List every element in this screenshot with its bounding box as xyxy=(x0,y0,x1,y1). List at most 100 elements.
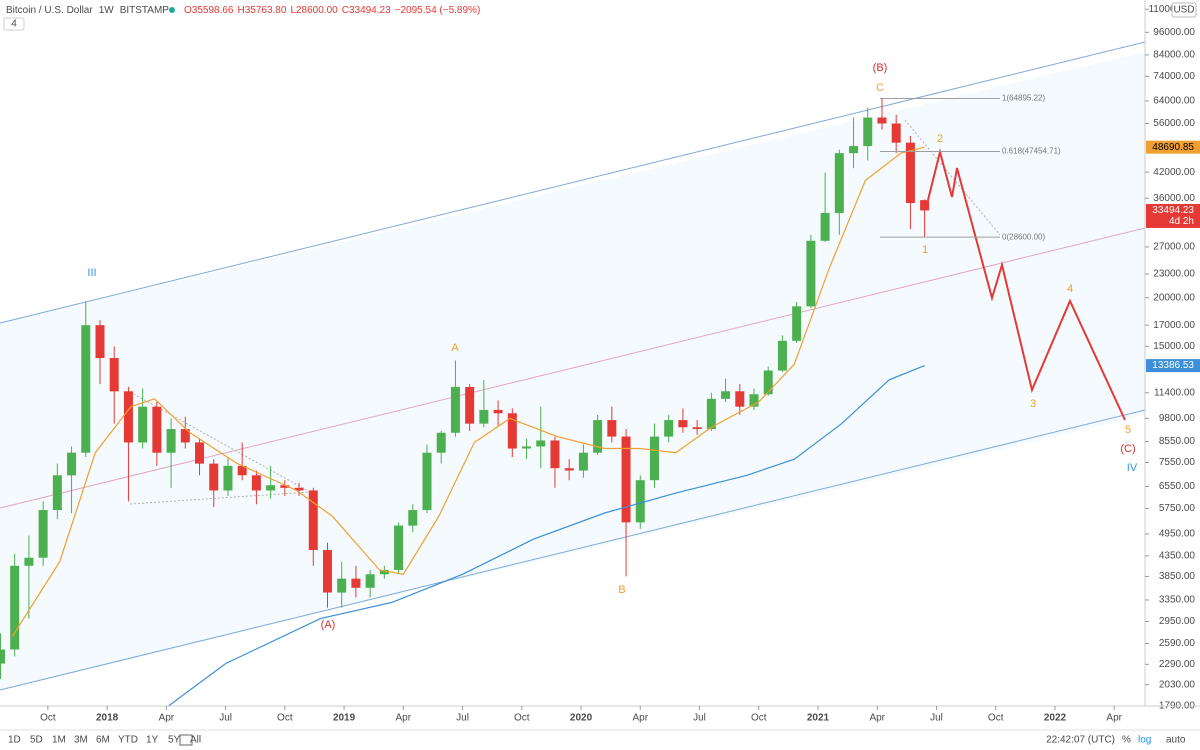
wave-label: IV xyxy=(1127,462,1138,474)
y-tick-label: 23000.00 xyxy=(1153,269,1195,280)
candle-body xyxy=(365,574,375,588)
x-tick-label: Oct xyxy=(277,713,293,724)
exchange: BITSTAMP xyxy=(120,5,170,16)
x-tick-label: Jul xyxy=(693,713,706,724)
y-tick-label: 9800.00 xyxy=(1159,413,1196,424)
x-tick-label: 2022 xyxy=(1044,713,1067,724)
candle-body xyxy=(379,569,389,575)
x-tick-label: Oct xyxy=(988,713,1004,724)
candle-body xyxy=(81,325,91,453)
interval: 1W xyxy=(99,5,115,16)
range-button[interactable]: 1D xyxy=(8,735,21,746)
indicator-toggle[interactable] xyxy=(3,17,25,31)
candle-body xyxy=(95,325,105,359)
scale-button[interactable]: log xyxy=(1138,735,1151,746)
status-dot xyxy=(169,7,175,13)
y-tick-label: 74000.00 xyxy=(1153,71,1195,82)
y-tick-label: 3350.00 xyxy=(1159,595,1196,606)
wave-label: (C) xyxy=(1120,443,1135,455)
range-button[interactable]: 1M xyxy=(52,735,66,746)
candle-body xyxy=(251,475,261,491)
y-tick-label: 7550.00 xyxy=(1159,457,1196,468)
candle-body xyxy=(266,485,276,491)
candle-body xyxy=(465,386,475,424)
wave-label: 1 xyxy=(922,244,928,256)
candle-body xyxy=(180,429,190,443)
candle-body xyxy=(763,370,773,395)
scale-button[interactable]: auto xyxy=(1166,735,1186,746)
x-tick-label: 2020 xyxy=(570,713,593,724)
drawings xyxy=(0,41,1145,691)
candle-body xyxy=(863,117,873,147)
wave-label: C xyxy=(876,82,884,94)
x-tick-label: Oct xyxy=(40,713,56,724)
currency[interactable]: USD xyxy=(1173,5,1194,16)
date-range-icon[interactable] xyxy=(179,734,193,746)
scale-button[interactable]: % xyxy=(1122,735,1131,746)
range-button[interactable]: 3M xyxy=(74,735,88,746)
indicator-count[interactable]: 4 xyxy=(11,19,17,30)
channel-upper xyxy=(0,41,1145,324)
x-tick-label: Oct xyxy=(751,713,767,724)
y-tick-label: 27000.00 xyxy=(1153,242,1195,253)
y-tick-label: 96000.00 xyxy=(1153,27,1195,38)
wave-label: 2 xyxy=(937,133,943,145)
candle-body xyxy=(493,409,503,414)
wave-label: III xyxy=(87,267,96,279)
candle-body xyxy=(905,142,915,204)
candle-body xyxy=(522,446,532,449)
candle-body xyxy=(351,578,361,588)
candle-body xyxy=(294,487,304,491)
y-tick-label: 8550.00 xyxy=(1159,436,1196,447)
candle-body xyxy=(223,465,233,491)
candle-body xyxy=(24,557,34,566)
range-button[interactable]: 6M xyxy=(96,735,110,746)
candle-body xyxy=(123,391,133,443)
range-button[interactable]: All xyxy=(190,735,201,746)
range-button[interactable]: 1Y xyxy=(146,735,159,746)
y-tick-label: 6550.00 xyxy=(1159,481,1196,492)
x-tick-label: 2018 xyxy=(96,713,119,724)
y-tick-label: 5750.00 xyxy=(1159,503,1196,514)
y-tick-label: 56000.00 xyxy=(1153,118,1195,129)
price-badge xyxy=(1146,140,1200,154)
candle-body xyxy=(678,420,688,428)
range-button[interactable]: 5D xyxy=(30,735,43,746)
candles xyxy=(0,98,930,679)
candle-body xyxy=(891,123,901,143)
y-tick-label: 42000.00 xyxy=(1153,167,1195,178)
y-tick-label: 3850.00 xyxy=(1159,571,1196,582)
y-tick-label: 36000.00 xyxy=(1153,193,1195,204)
candle-body xyxy=(450,386,460,433)
price-badge-label: 48690.85 xyxy=(1152,142,1194,153)
candle-body xyxy=(550,440,560,469)
currency-button[interactable] xyxy=(1171,2,1197,18)
candle-body xyxy=(209,463,219,491)
fib-label: 1(64895.22) xyxy=(1002,94,1045,103)
range-button[interactable]: YTD xyxy=(118,735,138,746)
candle-body xyxy=(138,406,148,443)
wave-projection xyxy=(927,148,1126,421)
y-tick-label: 20000.00 xyxy=(1153,292,1195,303)
candle-body xyxy=(0,649,5,664)
candle-body xyxy=(507,413,517,449)
y-tick-label: 2290.00 xyxy=(1159,659,1196,670)
symbol: Bitcoin / U.S. Dollar xyxy=(6,5,93,16)
price-axis xyxy=(1145,0,1200,706)
candle-body xyxy=(806,240,816,307)
range-button[interactable]: 5Y xyxy=(168,735,181,746)
x-tick-label: Jul xyxy=(930,713,943,724)
toolbar: 1D 5D 1M 3M 6M YTD 1Y 5Y All% log auto xyxy=(8,734,1186,746)
candle-body xyxy=(422,452,432,511)
candle-body xyxy=(67,452,77,476)
y-tick-label: 2030.00 xyxy=(1159,679,1196,690)
candle-body xyxy=(322,550,332,593)
candle-body xyxy=(38,510,48,558)
x-tick-label: Apr xyxy=(869,713,885,724)
y-tick-label: 2590.00 xyxy=(1159,638,1196,649)
y-tick-label: 11400.00 xyxy=(1154,387,1195,398)
candle-body xyxy=(692,427,702,430)
candle-body xyxy=(166,429,176,453)
